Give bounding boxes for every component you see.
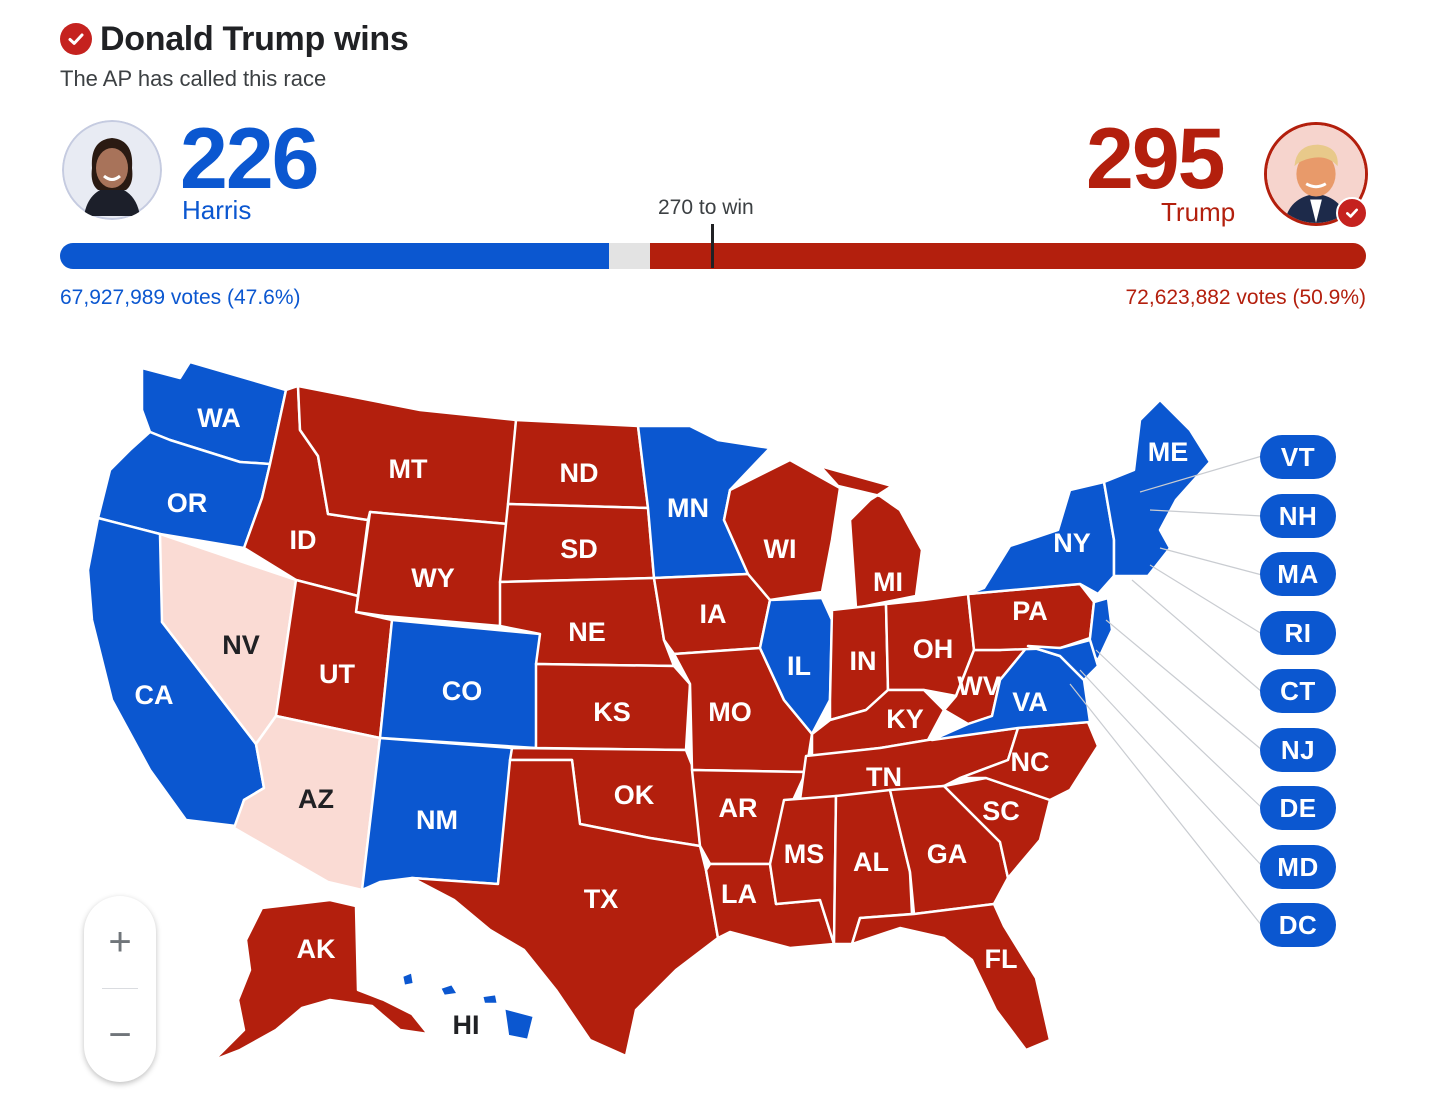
harris-bar-segment [60, 243, 609, 269]
state-wi[interactable] [722, 458, 842, 602]
label-wa: WA [197, 403, 241, 433]
pill-nj[interactable]: NJ [1260, 728, 1336, 772]
label-tn: TN [866, 762, 902, 792]
label-nd: ND [560, 458, 599, 488]
winner-title: Donald Trump wins [100, 19, 409, 58]
label-me: ME [1148, 437, 1189, 467]
race-called-text: The AP has called this race [60, 66, 327, 91]
state-tx[interactable] [410, 758, 720, 1058]
pill-ct[interactable]: CT [1260, 669, 1336, 713]
pill-ri[interactable]: RI [1260, 611, 1336, 655]
label-ne: NE [568, 617, 606, 647]
label-hi: HI [453, 1010, 480, 1040]
label-wi: WI [764, 534, 797, 564]
pill-nh[interactable]: NH [1260, 494, 1336, 538]
race-header: Donald Trump wins The AP has called this… [60, 18, 409, 92]
label-ia: IA [700, 599, 727, 629]
pill-dc[interactable]: DC [1260, 903, 1336, 947]
label-sc: SC [982, 796, 1020, 826]
harris-popular-votes: 67,927,989 votes (47.6%) [60, 286, 301, 309]
label-nm: NM [416, 805, 458, 835]
trump-bar-segment [650, 243, 1366, 269]
label-ks: KS [593, 697, 631, 727]
threshold-marker [711, 224, 714, 268]
label-mt: MT [389, 454, 428, 484]
threshold-label: 270 to win [658, 196, 754, 219]
label-ar: AR [719, 793, 758, 823]
harris-name: Harris [182, 195, 252, 225]
harris-electoral-votes: 226 [180, 111, 319, 207]
zoom-control: + − [84, 896, 156, 1082]
label-mn: MN [667, 493, 709, 523]
label-ny: NY [1053, 528, 1091, 558]
state-hi[interactable] [400, 970, 536, 1042]
label-fl: FL [985, 944, 1018, 974]
zoom-in-button[interactable]: + [108, 920, 132, 964]
trump-electoral-votes: 295 [1086, 111, 1225, 207]
label-nc: NC [1011, 747, 1050, 777]
label-oh: OH [913, 634, 954, 664]
label-ak: AK [297, 934, 336, 964]
harris-avatar [62, 120, 162, 220]
check-icon [60, 23, 92, 55]
label-id: ID [290, 525, 317, 555]
label-sd: SD [560, 534, 598, 564]
pill-ma[interactable]: MA [1260, 552, 1336, 596]
zoom-out-button[interactable]: − [108, 1013, 132, 1057]
label-ms: MS [784, 839, 825, 869]
leader-lines [1069, 455, 1263, 927]
label-ga: GA [927, 839, 968, 869]
label-wy: WY [411, 563, 455, 593]
label-or: OR [167, 488, 208, 518]
state-ks[interactable] [534, 662, 692, 752]
label-ok: OK [614, 780, 655, 810]
label-ca: CA [135, 680, 174, 710]
pill-md[interactable]: MD [1260, 845, 1336, 889]
label-az: AZ [298, 784, 334, 814]
label-tx: TX [584, 884, 619, 914]
label-mi: MI [873, 567, 903, 597]
state-il[interactable] [758, 596, 834, 736]
label-al: AL [853, 847, 889, 877]
trump-avatar [1264, 122, 1368, 226]
label-ky: KY [886, 704, 924, 734]
label-il: IL [787, 651, 811, 681]
trump-popular-votes: 72,623,882 votes (50.9%) [1125, 286, 1367, 309]
state-nc[interactable] [958, 720, 1100, 802]
label-wv: WV [957, 671, 1001, 701]
label-va: VA [1012, 687, 1048, 717]
state-ny[interactable] [966, 480, 1116, 596]
state-fl[interactable] [850, 902, 1052, 1052]
pill-de[interactable]: DE [1260, 786, 1336, 830]
winner-check-icon [1336, 197, 1368, 229]
label-pa: PA [1012, 596, 1048, 626]
state-new-england[interactable] [1102, 398, 1212, 578]
trump-name: Trump [1161, 197, 1236, 227]
label-co: CO [442, 676, 483, 706]
zoom-divider [102, 988, 138, 989]
state-ak[interactable] [212, 898, 430, 1062]
label-la: LA [721, 879, 757, 909]
label-nv: NV [222, 630, 260, 660]
label-in: IN [850, 646, 877, 676]
pill-vt[interactable]: VT [1260, 435, 1336, 479]
state-mi[interactable] [818, 464, 924, 610]
label-ut: UT [319, 659, 355, 689]
us-electoral-map[interactable]: WA OR CA ID NV MT WY UT AZ CO NM ND SD N… [0, 340, 1454, 1110]
label-mo: MO [708, 697, 752, 727]
